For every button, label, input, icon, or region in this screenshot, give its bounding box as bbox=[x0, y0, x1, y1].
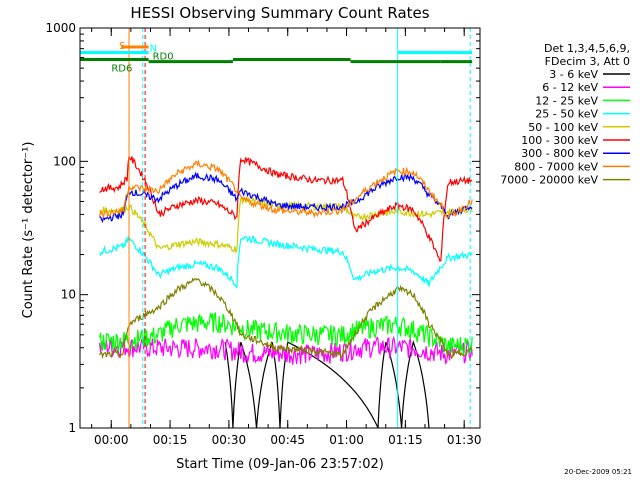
flag-label: RD0 bbox=[153, 52, 174, 63]
legend-label: 25 - 50 keV bbox=[535, 108, 598, 121]
y-axis-label: Count Rate (s⁻¹ detector⁻¹) bbox=[21, 142, 36, 319]
y-tick-label: 1000 bbox=[45, 21, 76, 35]
x-tick-label: 00:45 bbox=[270, 433, 305, 447]
chart-title: HESSI Observing Summary Count Rates bbox=[130, 4, 429, 22]
legend-label: 300 - 800 keV bbox=[521, 147, 598, 160]
y-axis-ticks: 1 10 100 1000 bbox=[45, 21, 480, 435]
x-tick-label: 00:15 bbox=[153, 433, 188, 447]
x-axis-label: Start Time (09-Jan-06 23:57:02) bbox=[176, 457, 384, 472]
legend-label: 800 - 7000 keV bbox=[514, 160, 598, 173]
y-tick-label: 1 bbox=[68, 421, 76, 435]
series-line bbox=[99, 171, 473, 224]
x-tick-label: 01:15 bbox=[388, 433, 423, 447]
legend-label: 100 - 300 keV bbox=[521, 134, 598, 147]
timestamp: 20-Dec-2009 05:21 bbox=[564, 468, 632, 476]
legend-header-line-1: Det 1,3,4,5,6,9, bbox=[544, 42, 630, 55]
y-tick-label: 100 bbox=[53, 154, 76, 168]
x-tick-label: 01:00 bbox=[329, 433, 364, 447]
flag-label: RD6 bbox=[111, 64, 132, 75]
flag-label: N bbox=[150, 44, 157, 55]
x-tick-label: 00:30 bbox=[212, 433, 247, 447]
legend-label: 50 - 100 keV bbox=[528, 121, 598, 134]
series-line bbox=[99, 277, 473, 360]
x-tick-label: 00:00 bbox=[94, 433, 129, 447]
x-tick-label: 01:30 bbox=[447, 433, 482, 447]
series-line bbox=[224, 340, 430, 428]
flag-label: S bbox=[119, 41, 125, 52]
y-tick-label: 10 bbox=[61, 288, 76, 302]
legend-label: 7000 - 20000 keV bbox=[500, 174, 598, 187]
legend-label: 3 - 6 keV bbox=[549, 68, 598, 81]
plot-frame bbox=[79, 27, 481, 429]
legend: Det 1,3,4,5,6,9, FDecim 3, Att 0 3 - 6 k… bbox=[500, 42, 630, 187]
plot-content bbox=[80, 28, 473, 428]
legend-label: 12 - 25 keV bbox=[535, 94, 598, 107]
x-axis-ticks: 00:00 00:15 00:30 00:45 01:00 01:15 01:30 bbox=[91, 28, 482, 447]
legend-header-line-2: FDecim 3, Att 0 bbox=[545, 55, 630, 68]
series-line bbox=[99, 159, 473, 220]
series-line bbox=[99, 154, 473, 262]
series-line bbox=[99, 235, 473, 289]
series-line bbox=[99, 312, 473, 356]
legend-label: 6 - 12 keV bbox=[542, 81, 598, 94]
